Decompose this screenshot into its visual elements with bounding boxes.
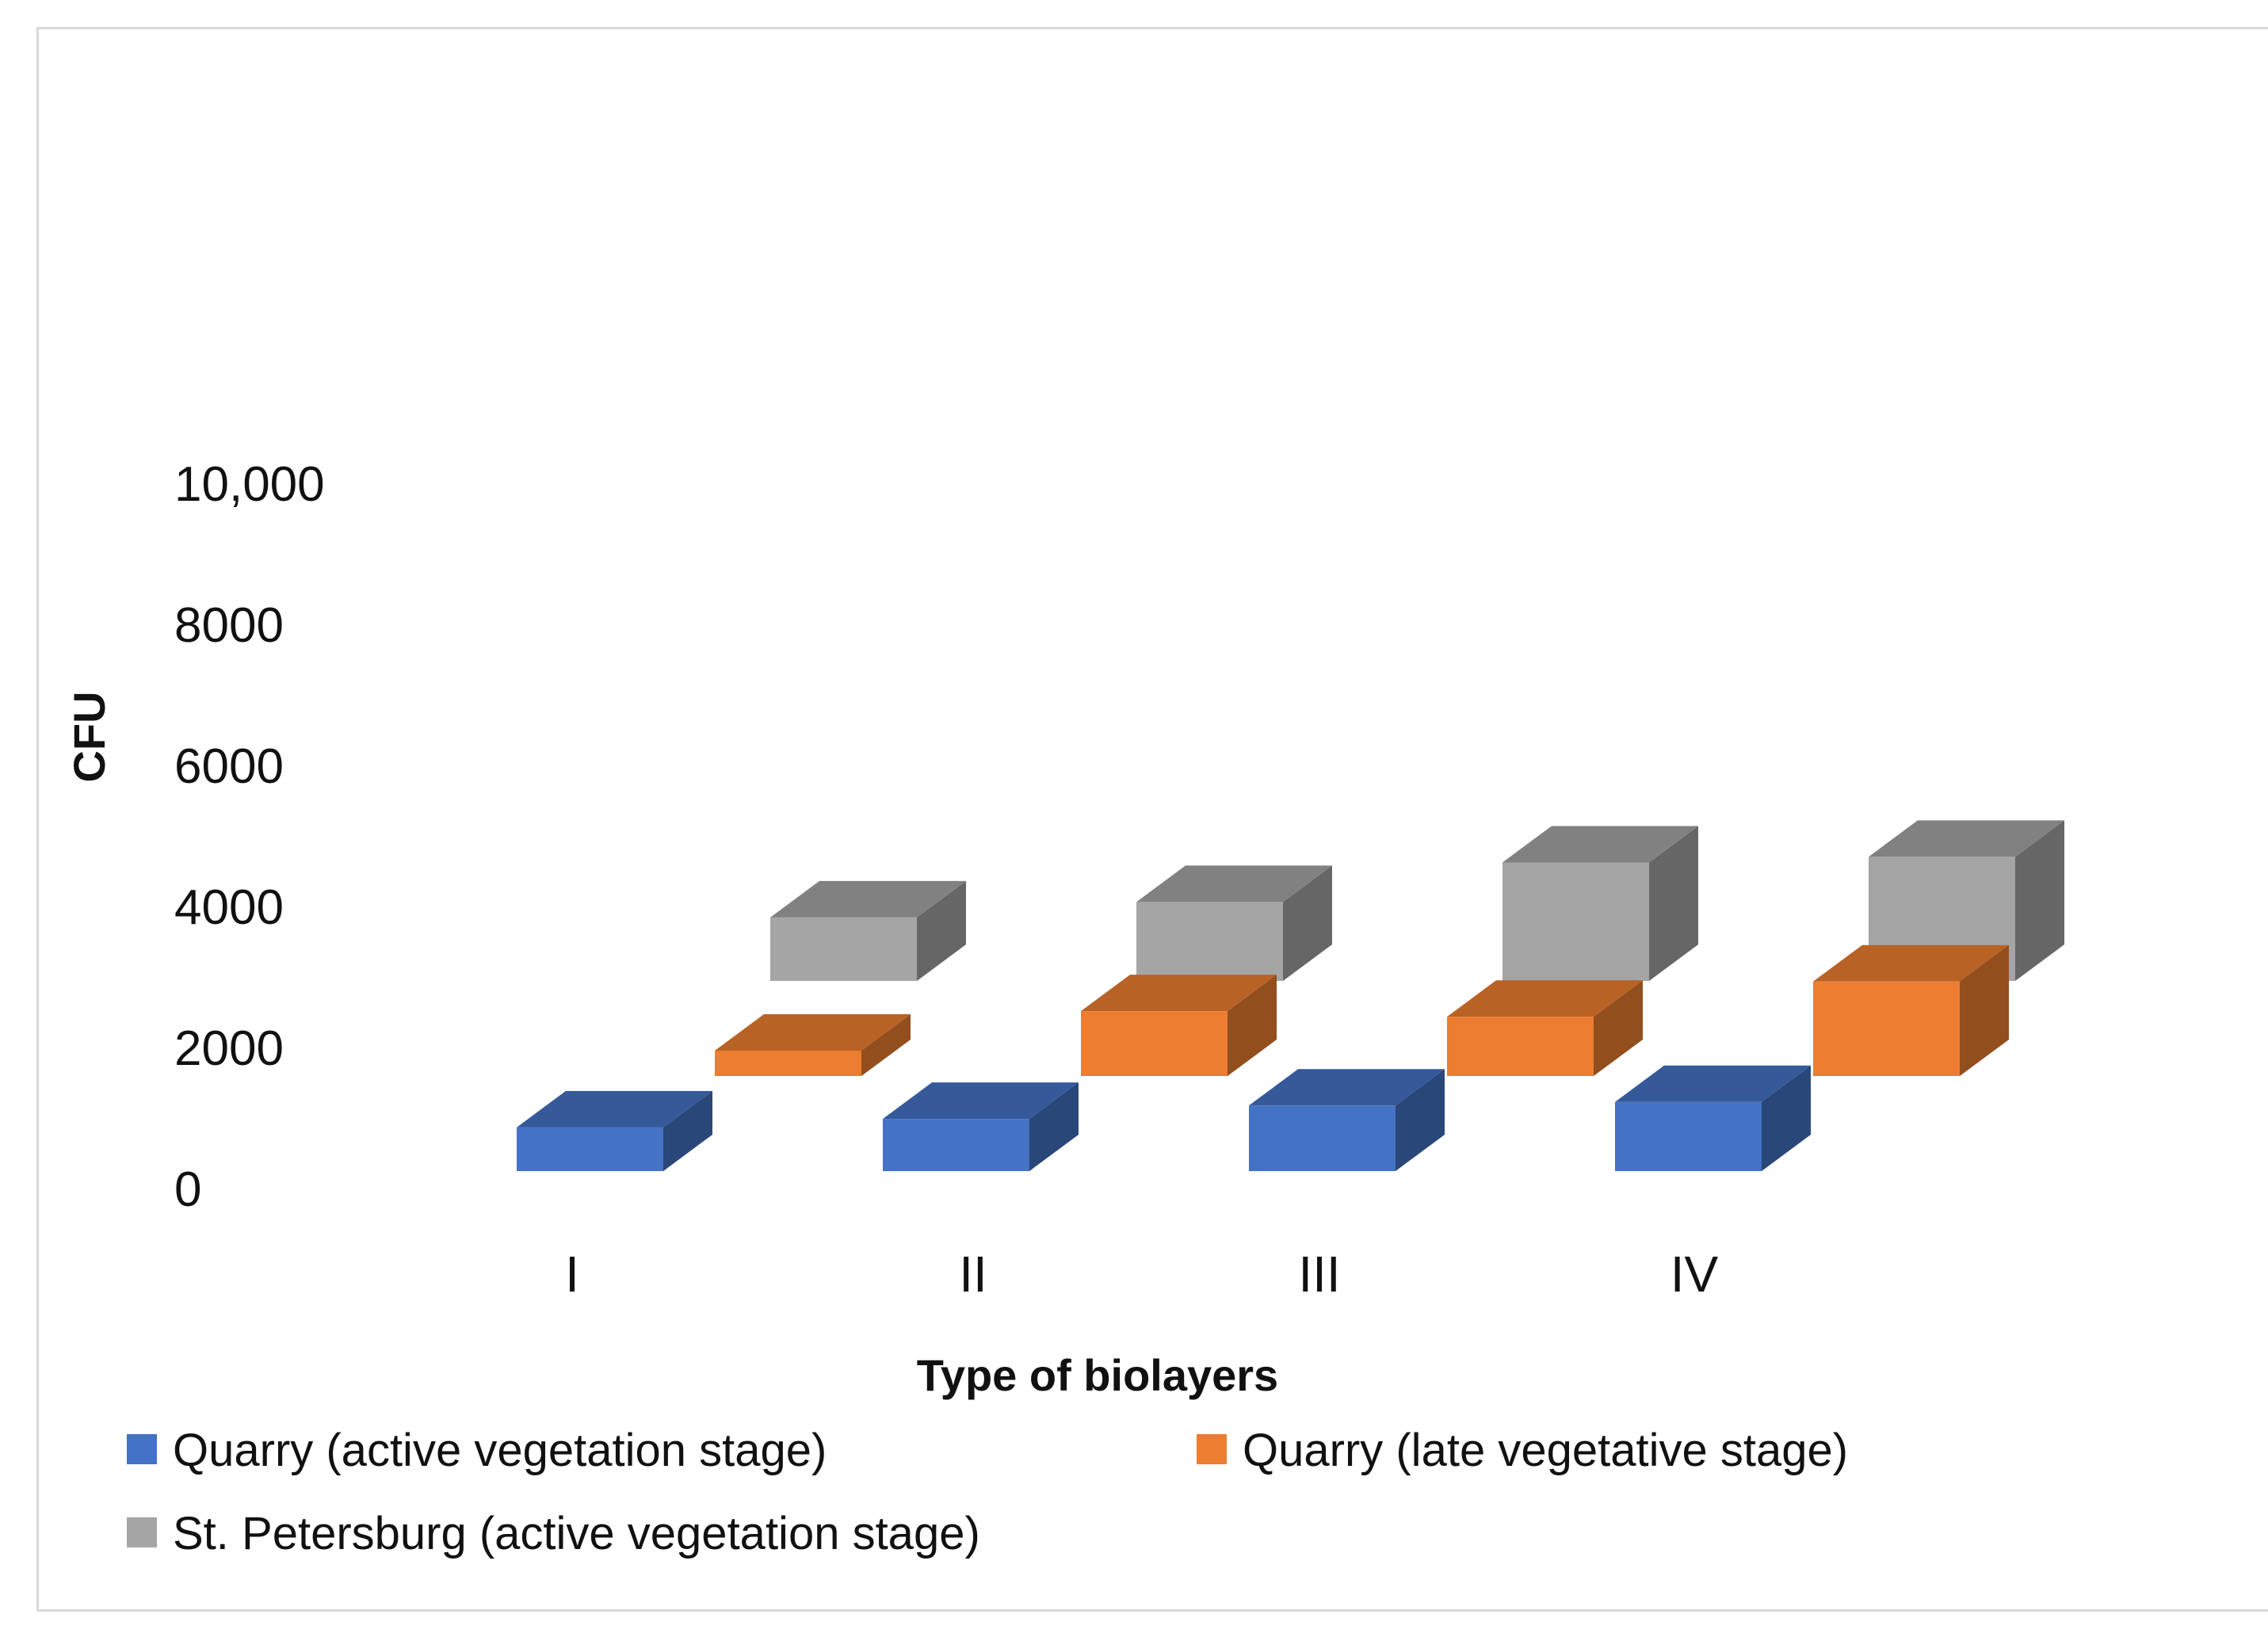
legend-label: St. Petersburg (active vegetation stage) [173, 1508, 980, 1559]
bar-top [770, 880, 966, 918]
chart-frame [36, 27, 2268, 1612]
bar-front [517, 1127, 663, 1171]
y-tick-label: 4000 [174, 880, 284, 935]
bar-front [1615, 1101, 1762, 1171]
bar-top [1502, 826, 1698, 863]
bar-quarry-late-vegetative-stage--III [1447, 980, 1643, 1076]
x-tick-label: IV [1670, 1246, 1719, 1303]
bar-st-petersburg-active-vegetation-stage--II [1136, 865, 1332, 981]
bar-side [2015, 820, 2064, 981]
x-axis-title: Type of biolayers [917, 1350, 1278, 1400]
legend-item: Quarry (active vegetation stage) [127, 1425, 827, 1476]
y-tick-label: 6000 [174, 739, 284, 794]
bar-top [1615, 1065, 1811, 1102]
bar-front [770, 917, 917, 981]
y-tick-label: 0 [174, 1162, 201, 1217]
y-axis-title: CFU [64, 691, 114, 782]
x-tick-labels: I II III IV [565, 1246, 1718, 1303]
bar-top [1813, 944, 2009, 982]
bar-top [1447, 980, 1643, 1017]
bar-top [517, 1090, 712, 1128]
bar-side [1960, 944, 2009, 1076]
bar-quarry-active-vegetation-stage--IV [1615, 1065, 1811, 1171]
bars-group [517, 820, 2064, 1171]
x-tick-label: II [959, 1246, 987, 1303]
legend-swatch [127, 1434, 157, 1464]
legend-item: Quarry (late vegetative stage) [1197, 1425, 1848, 1476]
bar-side [861, 1013, 911, 1076]
x-tick-label: III [1298, 1246, 1340, 1303]
bar-quarry-active-vegetation-stage--I [517, 1090, 712, 1171]
bar-front [1447, 1017, 1594, 1076]
legend-label: Quarry (late vegetative stage) [1243, 1425, 1848, 1476]
bar-quarry-active-vegetation-stage--III [1249, 1069, 1445, 1171]
bar-front [1249, 1105, 1396, 1171]
legend-swatch [1197, 1434, 1227, 1464]
bar-side [917, 880, 966, 981]
y-tick-label: 10,000 [174, 457, 325, 512]
bar-quarry-active-vegetation-stage--II [883, 1082, 1079, 1171]
bar-st-petersburg-active-vegetation-stage--I [770, 880, 966, 981]
bar-top [1869, 820, 2064, 857]
y-tick-labels: 0 2000 4000 6000 8000 10,000 [174, 457, 325, 1217]
y-tick-label: 2000 [174, 1021, 284, 1076]
bar-front [715, 1050, 861, 1076]
bar-side [1283, 865, 1332, 981]
bar-side [663, 1090, 712, 1171]
bar-side [1594, 980, 1643, 1076]
bar-top [1249, 1069, 1445, 1106]
bar-top [1081, 975, 1277, 1012]
bar-top [715, 1013, 911, 1051]
bar-front [1136, 902, 1283, 981]
bar-front [1081, 1011, 1228, 1076]
bar-st-petersburg-active-vegetation-stage--III [1502, 826, 1698, 981]
bar-top [883, 1082, 1079, 1120]
legend-item: St. Petersburg (active vegetation stage) [127, 1508, 980, 1559]
bar-top [1136, 865, 1332, 902]
bar-quarry-late-vegetative-stage--IV [1813, 944, 2009, 1076]
bar-front [1502, 862, 1649, 981]
x-tick-label: I [565, 1246, 579, 1303]
bar-side [1396, 1069, 1445, 1171]
bar-quarry-late-vegetative-stage--II [1081, 975, 1277, 1076]
y-tick-label: 8000 [174, 598, 284, 653]
bar-side [1029, 1082, 1079, 1171]
bar-quarry-late-vegetative-stage--I [715, 1013, 911, 1076]
bar-side [1228, 975, 1277, 1076]
bar-side [1649, 826, 1698, 981]
bar-side [1762, 1065, 1811, 1171]
legend-swatch [127, 1517, 157, 1547]
legend-label: Quarry (active vegetation stage) [173, 1425, 827, 1476]
legend: Quarry (active vegetation stage) Quarry (… [127, 1425, 1848, 1559]
bar-front [1813, 981, 1960, 1076]
bar-front [883, 1119, 1029, 1171]
